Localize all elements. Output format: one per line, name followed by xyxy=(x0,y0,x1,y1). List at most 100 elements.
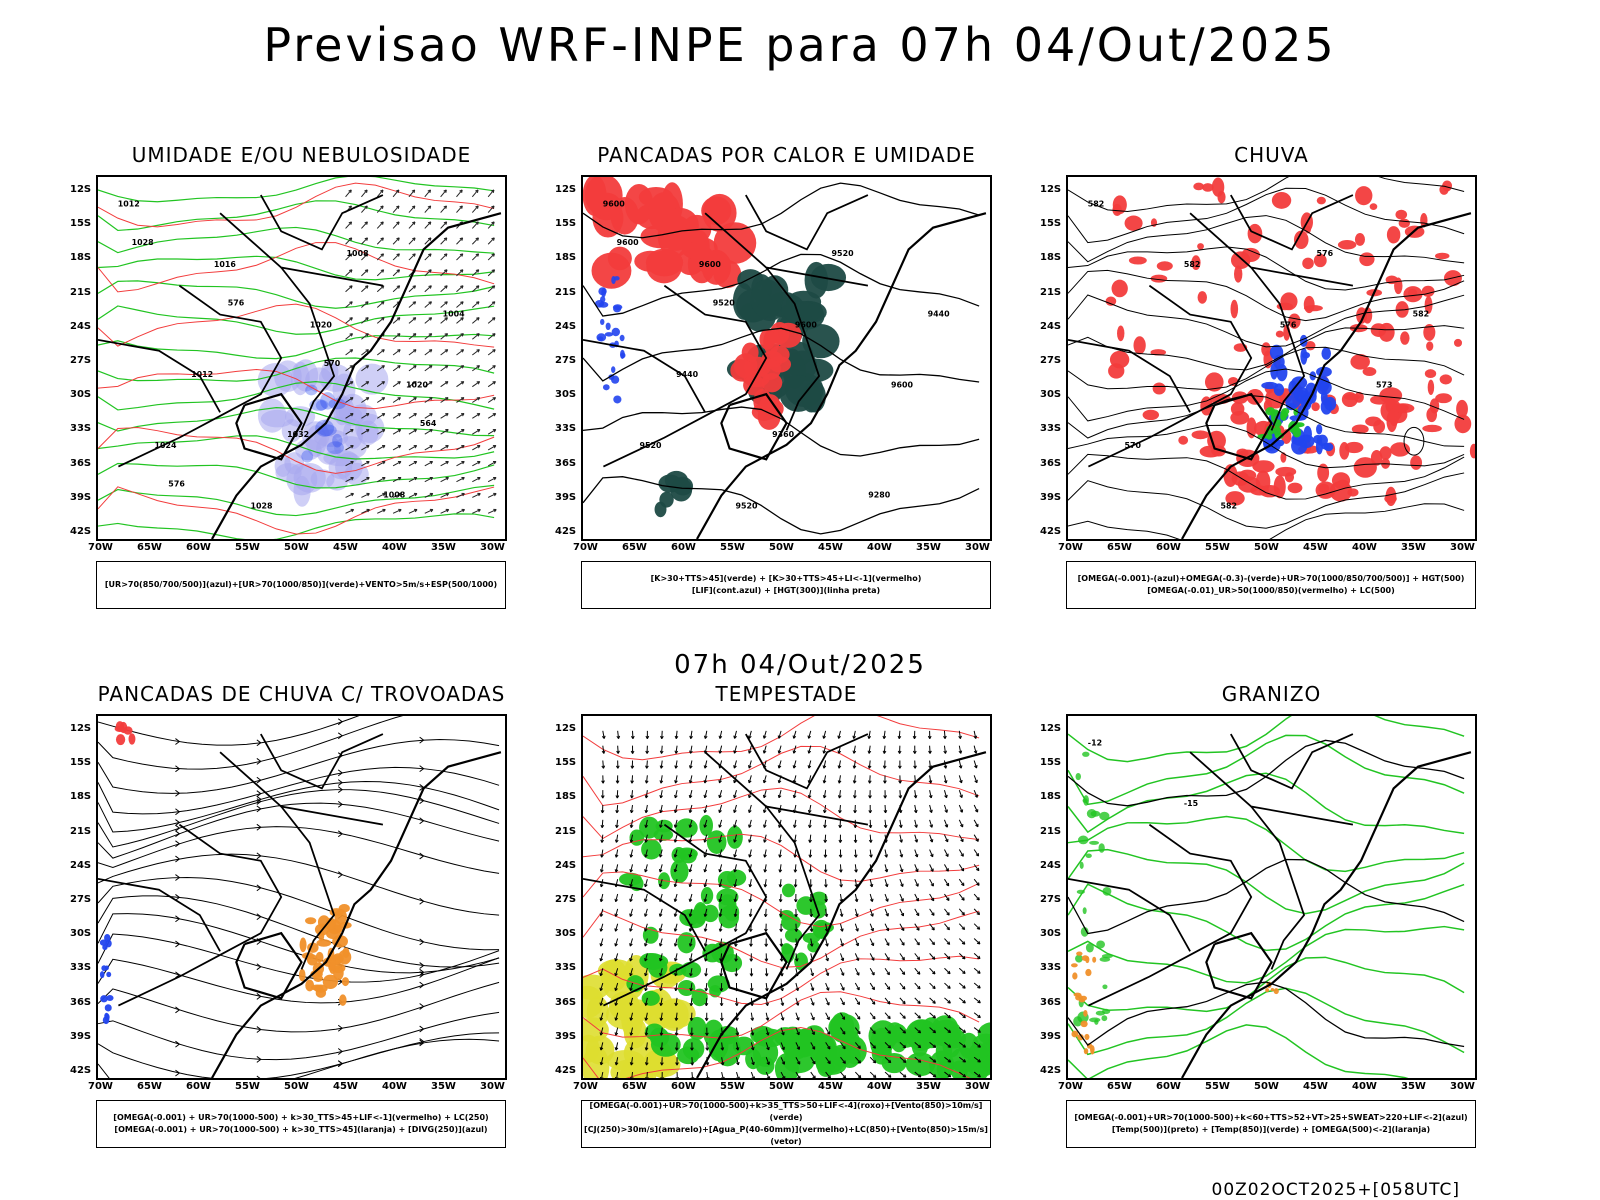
panel-4-lon-tick: 60W xyxy=(186,1081,211,1092)
panel-1-wind-vector-head xyxy=(475,269,480,273)
panel-4-streamline xyxy=(98,1011,500,1061)
panel-5-wind-vector-head xyxy=(704,958,708,962)
panel-1-wind-vector xyxy=(408,301,416,308)
panel-1-wind-vector xyxy=(440,429,449,435)
panel-5-wind-vector xyxy=(719,879,723,887)
panel-5-wind-vector-head xyxy=(946,912,950,916)
panel-4-lon-tick: 70W xyxy=(88,1081,113,1092)
panel-1-border-3 xyxy=(260,194,384,251)
panel-5-wind-vector-head xyxy=(674,735,679,739)
panel-5-wind-vector-head xyxy=(688,883,693,888)
panel-1-wind-vector xyxy=(361,429,370,435)
panel-6-shaded-cell xyxy=(1082,907,1087,915)
panel-5-wind-vector xyxy=(779,849,782,858)
panel-5-wind-vector xyxy=(615,1042,619,1051)
panel-1-wind-vector-head xyxy=(445,413,449,417)
panel-5-contour-line xyxy=(583,716,980,761)
panel-4-streamline-arrow xyxy=(175,738,181,745)
panel-5-wind-vector xyxy=(616,1071,619,1078)
panel-6-contour-line xyxy=(1068,981,1465,1048)
panel-5-wind-vector xyxy=(808,804,812,813)
panel-5-shaded-cell xyxy=(750,1026,776,1044)
panel-5-wind-vector xyxy=(750,1012,754,1021)
panel-6-shaded-cell xyxy=(1072,972,1078,980)
panel-5-wind-vector xyxy=(825,953,829,962)
panel-1-wind-vector-head xyxy=(461,492,465,497)
panel-5-wind-vector-head xyxy=(750,1047,755,1051)
panel-1-wind-vector xyxy=(424,365,433,372)
panel-1-wind-vector-head xyxy=(460,397,465,401)
panel-5-wind-vector-head xyxy=(857,1060,862,1064)
panel-5-wind-vector xyxy=(914,893,919,902)
panel-1-wind-vector-head xyxy=(461,508,465,513)
panel-5-wind-vector-head xyxy=(792,750,797,754)
panel-5-wind-vector xyxy=(854,1027,861,1035)
panel-5-wind-vector-head xyxy=(902,1059,907,1063)
panel-1-lon-tick: 50W xyxy=(284,542,309,553)
panel-1-wind-vector-head xyxy=(475,205,479,209)
panel-5-wind-vector-head xyxy=(872,1059,877,1064)
panel-5-wind-vector xyxy=(615,864,619,873)
panel-5-wind-vector xyxy=(690,745,693,754)
panel-6-shaded-cell xyxy=(1094,1018,1099,1025)
panel-5-wind-vector-head xyxy=(736,1076,740,1078)
panel-5-wind-vector-head xyxy=(720,1062,725,1066)
panel-1-lon-tick: 55W xyxy=(235,542,260,553)
panel-4-lat-tick: 30S xyxy=(70,928,92,940)
panel-5-wind-vector xyxy=(733,790,737,798)
panel-5-wind-vector-head xyxy=(630,795,634,799)
panel-5-wind-vector xyxy=(602,730,605,739)
panel-5-wind-vector-head xyxy=(660,1062,664,1066)
panel-1-wind-vector xyxy=(424,205,432,213)
panel-3-coastline xyxy=(1181,212,1472,539)
panel-5-wind-vector-head xyxy=(645,735,650,739)
panel-5-wind-vector xyxy=(840,997,845,1006)
panel-1-wind-vector xyxy=(440,253,448,261)
panel-5-wind-vector-head xyxy=(974,765,978,769)
panel-1-wind-vector-head xyxy=(413,413,417,417)
panel-5-wind-vector xyxy=(884,804,887,813)
panel-5-wind-vector-head xyxy=(736,1061,740,1066)
panel-5-wind-vector-head xyxy=(945,853,949,857)
panel-5-wind-vector-head xyxy=(749,958,754,962)
panel-5-wind-vector xyxy=(929,997,936,1004)
panel-5-wind-vector-head xyxy=(946,897,950,901)
panel-1-wind-vector-head xyxy=(349,333,353,337)
panel-5-wind-vector xyxy=(899,953,905,961)
panel-3-shaded-cell xyxy=(1133,336,1146,355)
panel-5-wind-vector-head xyxy=(614,854,619,858)
panel-2-shaded-cell xyxy=(602,384,610,391)
panel-4-shaded-cell xyxy=(99,971,105,979)
panel-5-wind-vector xyxy=(689,775,693,784)
panel-4-streamline-arrow xyxy=(337,786,344,793)
panel-3-contour-line xyxy=(1068,177,1465,213)
panel-1-wind-vector-head xyxy=(491,237,495,241)
panel-3-shaded-cell xyxy=(1275,330,1284,338)
panel-1-wind-vector xyxy=(472,381,480,388)
panel-5-wind-vector xyxy=(840,1027,846,1035)
panel-5-wind-vector xyxy=(810,982,814,991)
panel-1-wind-vector-head xyxy=(412,333,417,337)
panel-5-wind-vector-head xyxy=(795,1002,800,1006)
panel-5-wind-vector-head xyxy=(870,942,875,947)
panel-5-lon-tick: 65W xyxy=(622,1081,647,1092)
panel-5-wind-vector xyxy=(958,834,964,842)
panel-1-wind-vector xyxy=(345,397,354,403)
panel-5-shaded-cell xyxy=(691,988,708,1007)
panel-5-wind-vector-head xyxy=(825,957,829,962)
panel-5-wind-vector xyxy=(869,879,873,887)
panel-5-wind-vector-head xyxy=(659,1032,664,1036)
panel-1-wind-vector xyxy=(487,397,496,403)
panel-5-wind-vector xyxy=(689,864,693,873)
panel-1-wind-vector xyxy=(345,365,354,372)
panel-5-wind-vector-head xyxy=(855,913,859,917)
panel-5-wind-vector xyxy=(899,879,904,887)
panel-1-wind-vector xyxy=(392,509,402,514)
panel-6-contour-line xyxy=(1068,716,1465,763)
panel-5-wind-vector-head xyxy=(690,1062,695,1066)
panel-1-wind-vector-head xyxy=(364,221,368,225)
panel-3-shaded-cell xyxy=(1400,331,1410,345)
panel-5-shaded-cell xyxy=(718,905,739,929)
panel-5-shaded-cell xyxy=(675,818,698,838)
panel-1-wind-vector xyxy=(361,349,369,356)
